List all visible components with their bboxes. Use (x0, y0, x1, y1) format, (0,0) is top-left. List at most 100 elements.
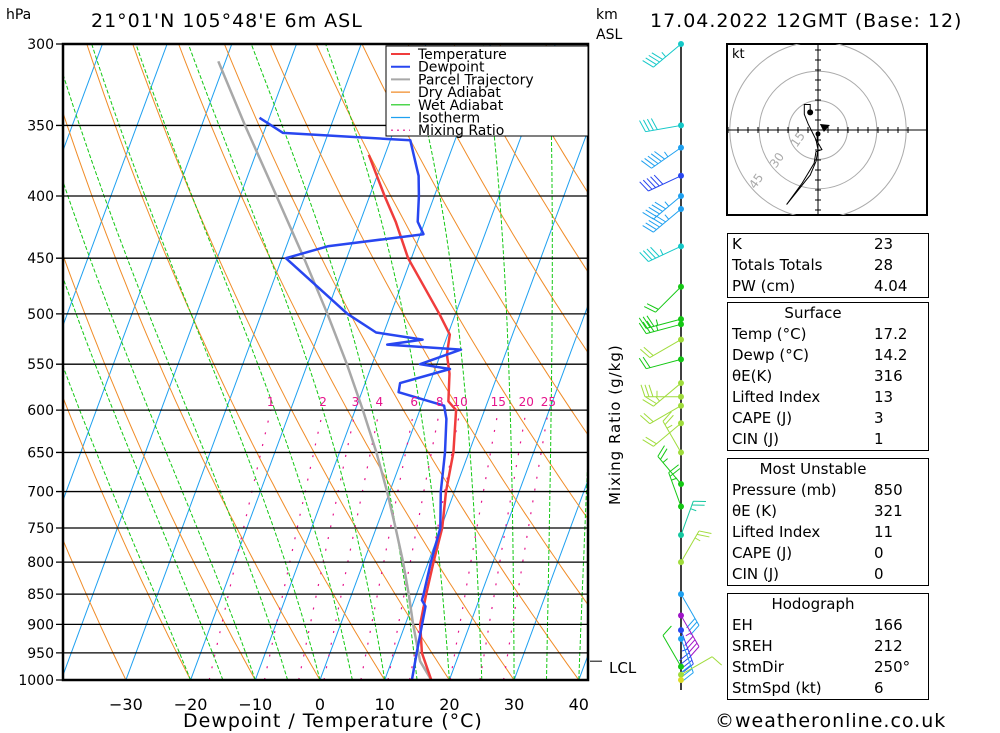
index-label: Temp (°C) (732, 325, 807, 343)
wind-barb-feather (690, 646, 700, 657)
wind-barb-feather (642, 321, 651, 333)
wind-level-dot (678, 591, 684, 598)
wind-barb (639, 118, 684, 133)
index-label: Dewp (°C) (732, 346, 810, 364)
wind-barb (657, 445, 684, 487)
hodograph-unit-label: kt (732, 47, 745, 62)
mixing-ratio-line (298, 410, 357, 680)
wind-barb-feather (650, 176, 660, 187)
wind-barb (678, 500, 706, 539)
wind-barb-feather (664, 214, 670, 220)
datetime-title: 17.04.2022 12GMT (Base: 12) (650, 10, 963, 32)
wind-barb (678, 627, 694, 673)
y-tick-label: 600 (27, 403, 54, 419)
wind-barb-staff (646, 358, 682, 370)
wind-barb-feather (648, 206, 660, 215)
x-tick-label: −10 (238, 695, 272, 714)
mixing-ratio-label: 6 (410, 395, 418, 409)
isotherm-line (63, 44, 103, 152)
y-tick-label: 500 (27, 307, 54, 323)
mixing-ratio-label: 20 (519, 395, 534, 409)
isotherm-line (384, 129, 588, 680)
wind-level-dot (678, 663, 684, 670)
legend-entry: Parcel Trajectory (418, 72, 534, 88)
isotherm-line (63, 44, 233, 502)
y-tick-label: 550 (27, 357, 54, 373)
hodograph-marker (815, 131, 821, 137)
wind-barb-feather (642, 179, 653, 190)
legend-entry: Temperature (417, 47, 507, 63)
dry-adiabat-line (361, 44, 588, 436)
index-label: PW (cm) (732, 277, 796, 295)
wind-barb (678, 591, 700, 636)
wind-barb-feather (694, 537, 701, 542)
wind-barb-feather (662, 411, 672, 422)
wind-barb-feather (644, 384, 650, 397)
mixing-ratio-line (323, 410, 380, 680)
index-value: 212 (874, 637, 903, 655)
wind-barb-staff (653, 208, 682, 233)
wet-adiabat-line (483, 44, 515, 680)
mixing-ratio-label: 8 (436, 395, 444, 409)
index-label: CIN (J) (732, 565, 780, 583)
mixing-ratio-axis-label: Mixing Ratio (g/kg) (606, 344, 624, 505)
wet-adiabat-line (578, 444, 588, 680)
parcel-trajectory-line (217, 60, 433, 680)
wind-barb-feather (638, 322, 647, 334)
legend-entry: Mixing Ratio (418, 123, 504, 139)
wind-barb-staff (646, 323, 682, 335)
wind-barb (640, 336, 684, 359)
wind-barb-staff (680, 501, 694, 536)
isotherm-line (63, 44, 298, 677)
wind-barb-feather (639, 181, 649, 192)
wind-barb-feather (642, 399, 654, 407)
y-tick-label: 450 (27, 251, 54, 267)
wind-barb (639, 172, 684, 192)
isotherm-line (448, 303, 588, 680)
wet-adiabat-line (546, 44, 553, 680)
index-row-totals: Totals Totals 28 (728, 255, 928, 276)
index-label: K (732, 235, 742, 253)
wind-barb-feather (683, 672, 694, 681)
wind-barb-feather (642, 60, 654, 68)
wind-barb-staff (655, 286, 682, 313)
wind-barb-staff (649, 405, 682, 425)
index-label: StmDir (732, 658, 784, 676)
x-tick-label: 0 (315, 695, 325, 714)
wind-barb-staff (645, 124, 682, 133)
index-row-pw: PW (cm) 4.04 (728, 276, 928, 297)
legend-box (385, 45, 589, 137)
wind-barb-feather (643, 346, 654, 356)
wind-barb-feather (640, 414, 651, 425)
copyright-link[interactable]: ©weatheronline.co.uk (715, 710, 947, 732)
wind-barb-feather (646, 248, 656, 259)
index-label: Lifted Index (732, 523, 821, 541)
wind-level-dot (678, 122, 684, 129)
wind-barb-feather (696, 533, 710, 538)
wind-barb-staff (648, 175, 682, 192)
wind-barb-feather (685, 632, 692, 637)
wind-barb-feather (664, 201, 670, 207)
wind-level-dot (678, 677, 684, 683)
index-value: 11 (874, 523, 894, 541)
wind-barb-feather (640, 384, 646, 397)
wind-barb-feather (642, 356, 651, 368)
wind-barb-feather (654, 214, 666, 223)
wind-barb-staff (657, 456, 682, 485)
wind-barb-feather (698, 530, 712, 534)
wind-barb-feather (645, 222, 657, 231)
index-label: θE(K) (732, 367, 773, 385)
wind-barb (662, 625, 684, 670)
x-tick-label: 30 (504, 695, 524, 714)
wind-level-dot (678, 503, 684, 510)
wind-barb-feather (646, 320, 655, 332)
wind-level-dot (678, 321, 684, 328)
wind-level-dot (678, 532, 684, 539)
wind-barb-feather (668, 464, 679, 474)
y-tick-label: 700 (27, 485, 54, 501)
dry-adiabat-line (453, 44, 588, 273)
surface-title: Surface (784, 304, 842, 322)
wind-barb-staff (649, 339, 682, 359)
mixing-ratio-line (449, 410, 499, 680)
